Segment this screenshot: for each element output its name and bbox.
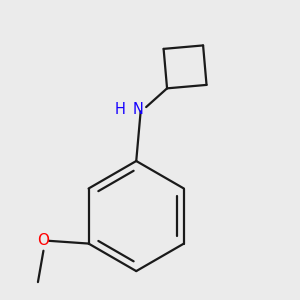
Text: H: H: [114, 102, 125, 117]
Text: O: O: [38, 233, 50, 248]
Text: N: N: [133, 102, 143, 117]
